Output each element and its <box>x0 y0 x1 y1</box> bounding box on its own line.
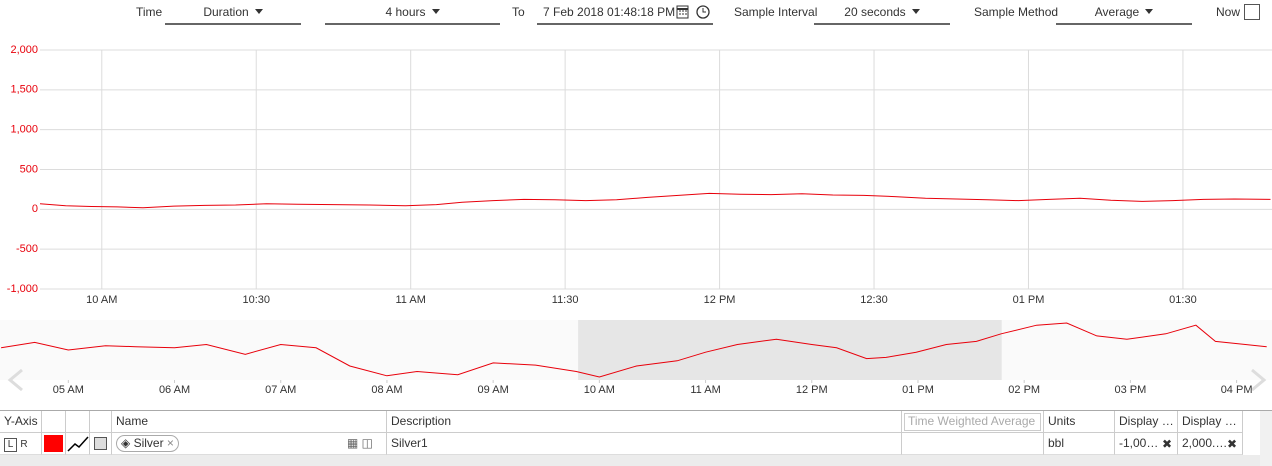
data-line <box>1 322 1267 378</box>
clear-max[interactable]: ✖ <box>1227 437 1238 451</box>
header-units: Units <box>1044 411 1115 433</box>
y-tick-label: -1,000 <box>7 283 38 295</box>
now-label: Now <box>1216 5 1241 19</box>
to-value: 7 Feb 2018 01:48:18 PM <box>543 5 676 19</box>
y-tick-label: -500 <box>16 243 38 255</box>
display-max-cell: 2,000.00 <box>1178 433 1243 455</box>
sample-interval-label: Sample Interval <box>734 5 818 19</box>
name-cell: ◈ Silver × ▦ ◫ <box>112 433 387 455</box>
header-description: Description <box>387 411 902 433</box>
navigator-tick-label: 07 AM <box>265 384 296 396</box>
series-table: Y-Axis Name Description Time Weighted Av… <box>0 410 1272 466</box>
color-swatch[interactable] <box>44 435 63 452</box>
y-tick-label: 500 <box>20 163 38 175</box>
style-cell <box>66 433 90 455</box>
chart-area: 2,000 1,500 1,000 500 0 -500 -1,000 10 AM 10:30 1… <box>0 44 1272 396</box>
y-tick-label: 1,500 <box>10 84 38 96</box>
x-tick-label: 11 AM <box>395 294 425 306</box>
axis-left[interactable]: L <box>4 438 17 452</box>
time-label: Time <box>136 5 163 19</box>
axis-cell: L R <box>0 433 42 455</box>
x-tick-label: 11:30 <box>552 294 579 306</box>
now-checkbox[interactable] <box>1244 4 1260 20</box>
display-min-cell: -1,000.00 <box>1115 433 1178 455</box>
navigator-tick-label: 12 PM <box>796 384 828 396</box>
aggregate-dropdown[interactable]: Time Weighted Average <box>904 413 1041 431</box>
header-y-axis: Y-Axis <box>0 411 42 433</box>
data-line <box>39 192 1271 209</box>
navigator-right-arrow[interactable] <box>1251 368 1267 392</box>
y-tick-label: 1,000 <box>10 124 38 136</box>
clear-min[interactable]: ✖ <box>1162 437 1173 451</box>
duration-dropdown[interactable]: 4 hours <box>325 4 500 25</box>
x-tick-label: 01:30 <box>1169 294 1197 306</box>
sample-method-dropdown[interactable]: Average <box>1056 4 1192 25</box>
duration-mode-dropdown[interactable]: Duration <box>165 4 301 25</box>
header-visible <box>90 411 112 433</box>
description-cell: Silver1 <box>387 433 902 455</box>
x-tick-label: 12:30 <box>860 294 888 306</box>
navigator-tick-label: 03 PM <box>1114 384 1146 396</box>
navigator-tick-label: 01 PM <box>902 384 934 396</box>
navigator-tick-label: 11 AM <box>690 384 720 396</box>
x-tick-label: 12 PM <box>704 294 736 306</box>
empty-row <box>0 455 1260 466</box>
header-color <box>42 411 66 433</box>
navigator-tick-label: 06 AM <box>159 384 190 396</box>
to-field[interactable]: 7 Feb 2018 01:48:18 PM <box>537 4 713 25</box>
axis-right[interactable]: R <box>20 439 28 450</box>
visible-checkbox[interactable] <box>94 437 107 450</box>
date-icons[interactable] <box>676 4 712 20</box>
units-cell: bbl <box>1044 433 1115 455</box>
header-aggregate: Time Weighted Average <box>902 411 1044 433</box>
name-tag[interactable]: ◈ Silver × <box>116 435 179 452</box>
navigator-tick-label: 09 AM <box>478 384 509 396</box>
visible-cell <box>90 433 112 455</box>
header-display-min: Display Min <box>1115 411 1178 433</box>
navigator-tick-label: 05 AM <box>53 384 84 396</box>
scrollbar[interactable] <box>1260 411 1272 466</box>
header-name: Name <box>112 411 387 433</box>
navigator-tick-label: 10 AM <box>584 384 615 396</box>
line-style-icon[interactable] <box>66 433 90 454</box>
navigator-left-arrow[interactable] <box>7 368 23 392</box>
header-display-max: Display Max <box>1178 411 1243 433</box>
sample-method-label: Sample Method <box>974 5 1059 19</box>
aggregate-cell <box>902 433 1044 455</box>
name-text: Silver <box>133 436 164 450</box>
navigator-tick-label: 04 PM <box>1221 384 1253 396</box>
x-tick-label: 10:30 <box>242 294 270 306</box>
navigator-selection <box>578 320 1002 380</box>
row-action-icons[interactable]: ▦ ◫ <box>347 436 374 450</box>
x-tick-label: 01 PM <box>1013 294 1045 306</box>
y-tick-label: 0 <box>32 203 38 215</box>
color-cell <box>42 433 66 455</box>
sample-interval-dropdown[interactable]: 20 seconds <box>814 4 950 25</box>
to-label: To <box>512 5 525 19</box>
navigator-tick-label: 02 PM <box>1008 384 1040 396</box>
y-tick-label: 2,000 <box>10 44 38 56</box>
header-style <box>66 411 90 433</box>
navigator-tick-label: 08 AM <box>371 384 402 396</box>
x-tick-label: 10 AM <box>86 294 117 306</box>
